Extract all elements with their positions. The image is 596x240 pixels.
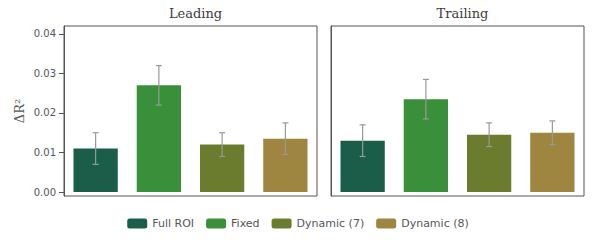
svg-text:0.03: 0.03 [34,68,56,79]
svg-text:Leading: Leading [169,6,222,21]
svg-text:ΔR²: ΔR² [12,99,27,123]
svg-text:0.01: 0.01 [34,147,56,158]
svg-text:Dynamic (8): Dynamic (8) [401,217,469,230]
svg-text:Full ROI: Full ROI [152,217,194,230]
svg-text:Fixed: Fixed [231,217,260,230]
svg-text:0.00: 0.00 [34,187,56,198]
svg-text:Trailing: Trailing [437,6,489,21]
svg-text:0.02: 0.02 [34,107,56,118]
svg-text:Dynamic (7): Dynamic (7) [297,217,365,230]
svg-text:0.04: 0.04 [34,28,56,39]
